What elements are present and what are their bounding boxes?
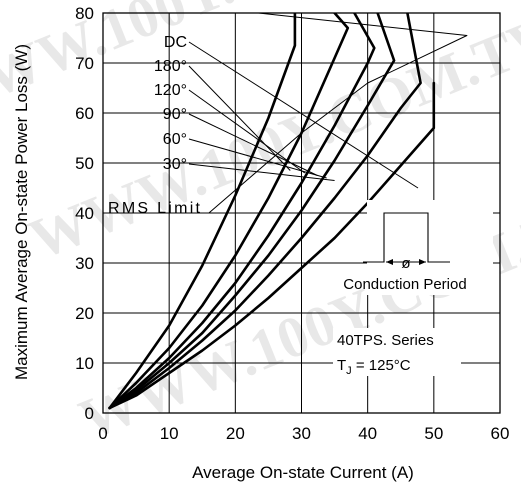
y-tick-label: 10 <box>75 354 94 373</box>
rms-limit-label: RMS Limit <box>108 200 201 217</box>
series-line <box>108 13 297 410</box>
y-tick-label: 20 <box>75 304 94 323</box>
curve-label: 120° <box>154 82 187 99</box>
curve-labels: DC 180° 120° 90° 60° 30° RMS Limit <box>108 34 419 217</box>
conduction-inset: ø Conduction Period <box>333 200 493 376</box>
y-tick-label: 0 <box>85 404 94 423</box>
arrow-head-left <box>386 259 393 265</box>
curve-leader-line <box>188 41 419 189</box>
conduction-period-label: Conduction Period <box>343 276 466 293</box>
curve-label: 60° <box>163 131 187 148</box>
curve-leader-line <box>188 138 327 179</box>
tick-labels: 0 10 20 30 40 50 60 0 10 20 30 40 50 60 70 80 <box>75 4 509 443</box>
curve-leader-line <box>188 163 335 181</box>
x-tick-label: 0 <box>98 424 107 443</box>
tj-prefix: T <box>337 357 346 374</box>
series-line <box>108 81 436 410</box>
x-axis-title: Average On-state Current (A) <box>192 463 414 482</box>
conduction-symbol: ø <box>401 255 410 272</box>
series-line <box>108 13 376 410</box>
y-tick-label: 50 <box>75 154 94 173</box>
x-tick-label: 20 <box>226 424 245 443</box>
curve-label: 90° <box>163 106 187 123</box>
note-background <box>333 328 461 376</box>
series-line <box>108 13 396 410</box>
curves <box>108 13 468 410</box>
conduction-waveform <box>363 212 450 263</box>
rms-limit-line <box>208 13 468 214</box>
y-tick-label: 80 <box>75 4 94 23</box>
x-tick-label: 10 <box>160 424 179 443</box>
inset-background <box>367 200 493 295</box>
tj-suffix: = 125°C <box>352 357 411 374</box>
curve-leader-line <box>188 113 318 176</box>
y-tick-label: 40 <box>75 204 94 223</box>
y-tick-label: 60 <box>75 104 94 123</box>
plot-frame <box>102 12 501 414</box>
tj-subscript: J <box>346 365 352 377</box>
x-tick-label: 40 <box>358 424 377 443</box>
x-tick-label: 50 <box>424 424 443 443</box>
curve-label: 180° <box>154 58 187 75</box>
curve-leader-line <box>188 89 306 174</box>
arrow-head-right <box>419 259 426 265</box>
device-label: 40TPS. Series <box>337 332 434 349</box>
y-tick-label: 30 <box>75 254 94 273</box>
curve-label: DC <box>164 34 187 51</box>
series-line <box>108 13 422 410</box>
x-tick-label: 60 <box>491 424 510 443</box>
curve-label: 30° <box>163 156 187 173</box>
y-tick-label: 70 <box>75 54 94 73</box>
x-tick-label: 30 <box>292 424 311 443</box>
junction-temp-label: TJ = 125°C <box>337 357 411 377</box>
curve-leader-line <box>188 65 291 171</box>
y-axis-title: Maximum Average On-state Power Loss (W) <box>12 44 31 380</box>
series-line <box>108 13 350 410</box>
